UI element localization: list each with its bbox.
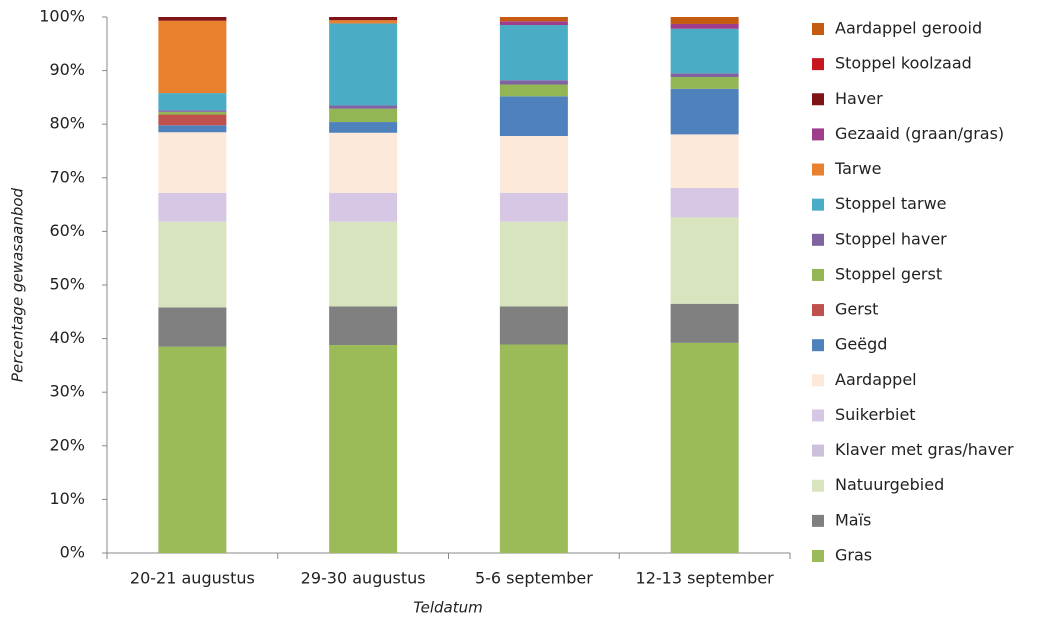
bar-segment xyxy=(670,342,739,553)
y-tick-label: 30% xyxy=(49,382,85,401)
bar-segment xyxy=(499,96,568,136)
bar-segment xyxy=(158,346,227,553)
legend-label: Natuurgebied xyxy=(835,475,944,494)
bar-segment xyxy=(158,20,227,94)
legend-label: Gras xyxy=(835,546,872,565)
bar-segment xyxy=(329,306,398,346)
bar-segment xyxy=(329,23,398,106)
bar-segment xyxy=(158,110,227,112)
legend-swatch xyxy=(812,163,824,176)
x-tick-label: 29-30 augustus xyxy=(301,569,426,588)
bar-segment xyxy=(329,132,398,193)
bar-segment xyxy=(499,84,568,97)
y-tick-label: 60% xyxy=(49,221,85,240)
legend-swatch xyxy=(812,444,824,457)
bar-segment xyxy=(670,134,739,188)
bar-segment xyxy=(158,17,227,21)
y-tick-label: 10% xyxy=(49,489,85,508)
x-tick-label: 20-21 augustus xyxy=(130,569,255,588)
legend-label: Haver xyxy=(835,89,883,108)
bar-segment xyxy=(499,17,568,22)
legend-label: Geëgd xyxy=(835,335,887,354)
bar-segment xyxy=(158,111,227,115)
legend-swatch xyxy=(812,479,824,492)
bar-segment xyxy=(158,307,227,347)
bar-segment xyxy=(499,192,568,222)
bar-segment xyxy=(499,21,568,26)
bar-segment xyxy=(499,135,568,193)
bar-segment xyxy=(670,17,739,24)
legend-swatch xyxy=(812,23,824,35)
y-tick-label: 40% xyxy=(49,328,85,347)
legend-label: Stoppel tarwe xyxy=(835,194,947,213)
legend-swatch xyxy=(812,304,824,317)
legend-label: Stoppel koolzaad xyxy=(835,54,972,73)
legend-label: Stoppel haver xyxy=(835,229,947,248)
bar-segment xyxy=(329,20,398,24)
y-tick-label: 50% xyxy=(49,275,85,294)
y-tick-label: 0% xyxy=(60,543,85,562)
legend-swatch xyxy=(812,339,824,352)
bar-segment xyxy=(158,114,227,126)
legend-label: Aardappel xyxy=(835,370,917,389)
bar-segment xyxy=(670,28,739,74)
x-axis-title: Teldatum xyxy=(413,599,482,617)
legend-label: Suikerbiet xyxy=(835,405,916,424)
bar-segment xyxy=(670,23,739,29)
legend-swatch xyxy=(812,268,824,281)
bar-segment xyxy=(329,17,398,21)
bar-segment xyxy=(329,122,398,133)
y-tick-label: 20% xyxy=(49,435,85,454)
legend-swatch xyxy=(812,514,824,527)
legend-swatch xyxy=(812,128,824,141)
bar-segment xyxy=(329,105,398,109)
bar-segment xyxy=(329,192,398,222)
bar-segment xyxy=(499,344,568,553)
y-tick-label: 80% xyxy=(49,114,85,133)
bar-segment xyxy=(670,303,739,343)
bar-segment xyxy=(499,221,568,307)
legend-label: Gezaaid (graan/gras) xyxy=(835,124,1004,143)
x-tick-label: 12-13 september xyxy=(636,569,775,588)
bar-segment xyxy=(158,221,227,308)
bar-segment xyxy=(329,345,398,553)
legend-label: Stoppel gerst xyxy=(835,264,942,283)
y-axis-title: Percentage gewasaanbod xyxy=(9,187,27,382)
bar-segment xyxy=(329,221,398,307)
x-tick-label: 5-6 september xyxy=(475,569,593,588)
bar-segment xyxy=(670,187,739,218)
legend-swatch xyxy=(812,409,824,422)
bar-segment xyxy=(158,125,227,133)
bar-segment xyxy=(329,108,398,123)
bar-segment xyxy=(670,73,739,78)
bar-segment xyxy=(158,132,227,193)
legend-label: Maïs xyxy=(835,510,871,529)
legend-swatch xyxy=(812,198,824,211)
bar-segment xyxy=(158,93,227,111)
y-tick-label: 70% xyxy=(49,167,85,186)
bar-segment xyxy=(158,192,227,222)
y-tick-label: 90% xyxy=(49,60,85,79)
bar-segment xyxy=(499,80,568,85)
bar-segment xyxy=(499,306,568,345)
bar-segment xyxy=(499,25,568,81)
legend-swatch xyxy=(812,233,824,246)
y-tick-label: 100% xyxy=(39,7,85,26)
legend-label: Tarwe xyxy=(834,159,881,178)
legend-swatch xyxy=(812,550,824,562)
legend-label: Klaver met gras/haver xyxy=(835,440,1014,459)
legend-swatch xyxy=(812,93,824,106)
bar-segment xyxy=(670,217,739,304)
legend-swatch xyxy=(812,374,824,387)
legend-label: Aardappel gerooid xyxy=(835,19,982,38)
legend-swatch xyxy=(812,58,824,71)
bar-segment xyxy=(670,88,739,135)
bar-segment xyxy=(670,77,739,89)
legend-label: Gerst xyxy=(835,300,878,319)
